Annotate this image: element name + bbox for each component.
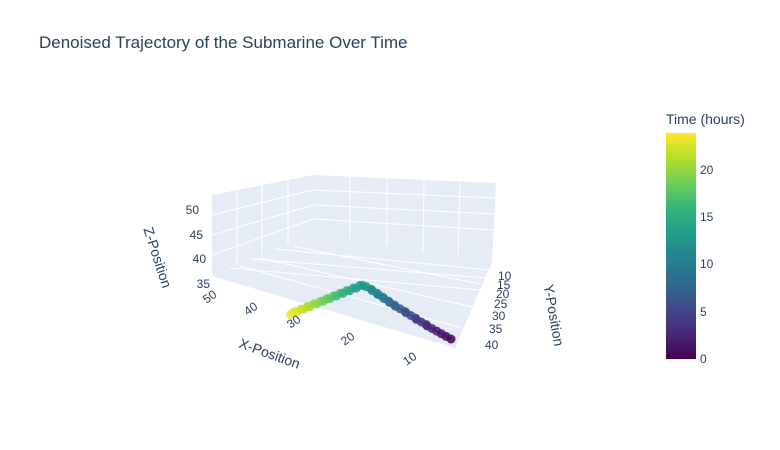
z-axis-ticks: 50 45 40 35: [186, 203, 211, 291]
colorbar-title: Time (hours): [666, 111, 745, 127]
y-tick-label: 35: [489, 322, 503, 336]
colorbar-tick: 0: [700, 352, 707, 366]
colorbar-tick: 5: [700, 305, 707, 319]
grid-line: [291, 245, 486, 286]
grid-line: [239, 265, 463, 329]
grid-line: [274, 248, 491, 271]
scene-panes: [212, 175, 496, 348]
colorbar-gradient: [666, 133, 696, 359]
colorbar-tick: 15: [700, 210, 714, 224]
trajectory-point[interactable]: [286, 309, 296, 319]
z-tick-label: 35: [197, 277, 211, 291]
colorbar-tick: 10: [700, 257, 714, 271]
y-tick-label: 10: [498, 269, 512, 283]
y-tick-label: 40: [485, 338, 499, 352]
z-tick-label: 40: [193, 252, 207, 266]
y-tick-label: 15: [497, 278, 511, 292]
z-axis-title: Z-Position: [140, 225, 175, 290]
trajectory-series: [286, 280, 456, 344]
y-axis-title: Y-Position: [541, 283, 568, 347]
y-tick-label: 25: [494, 297, 508, 311]
y-tick-label: 30: [492, 309, 506, 323]
grid-line: [457, 181, 461, 258]
back-wall-right: [313, 175, 496, 262]
chart-title: Denoised Trajectory of the Submarine Ove…: [39, 33, 408, 52]
x-axis-title: X-Position: [237, 335, 302, 372]
grid-line: [312, 204, 495, 215]
grid-line: [312, 189, 496, 199]
y-tick-label: 20: [496, 287, 510, 301]
grid-line: [422, 179, 425, 252]
x-tick-label: 20: [338, 329, 357, 348]
x-tick-label: 10: [400, 349, 419, 368]
z-tick-label: 50: [186, 203, 200, 217]
grid-line: [251, 258, 488, 279]
grid-line: [312, 218, 494, 231]
grid-lines: [211, 177, 496, 329]
colorbar: Time (hours) 20 15 10 5 0: [666, 111, 745, 366]
colorbar-tick: 20: [700, 163, 714, 177]
z-tick-label: 45: [190, 228, 204, 242]
grid-line: [229, 267, 481, 291]
y-axis-ticks: 10 15 20 25 30 35 40: [485, 269, 512, 352]
x-tick-label: 40: [241, 299, 260, 318]
